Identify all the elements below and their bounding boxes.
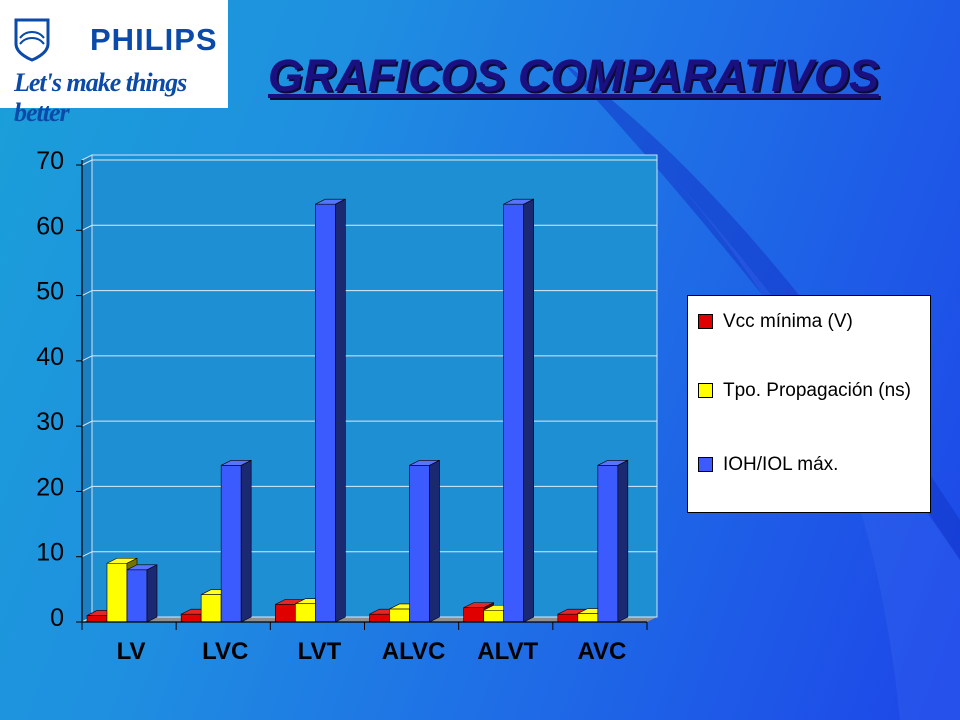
bar-alvt-series-2 bbox=[503, 198, 534, 623]
philips-logo: PHILIPS Let's make things better bbox=[0, 0, 228, 127]
bar-front bbox=[315, 203, 336, 623]
y-tick-label: 10 bbox=[36, 539, 64, 567]
bar-front bbox=[503, 203, 524, 623]
legend-swatch-ioh bbox=[698, 457, 713, 472]
bar-front bbox=[295, 603, 316, 623]
x-tick-label-lvt: LVT bbox=[298, 638, 342, 665]
bar-front bbox=[409, 465, 430, 623]
bar-front bbox=[597, 465, 619, 623]
gridlines bbox=[81, 159, 657, 623]
gridline bbox=[81, 420, 657, 427]
philips-wordmark: PHILIPS bbox=[90, 22, 218, 57]
bar-top bbox=[106, 557, 138, 564]
legend-item-vcc: Vcc mínima (V) bbox=[698, 310, 935, 333]
x-tick-label-lvc: LVC bbox=[202, 638, 248, 665]
bar-front bbox=[220, 465, 242, 623]
legend: Vcc mínima (V) Tpo. Propagación (ns) IOH… bbox=[687, 295, 931, 513]
legend-label-ioh: IOH/IOL máx. bbox=[723, 454, 839, 475]
bar-side bbox=[617, 459, 629, 623]
bar-lv-series-2 bbox=[126, 564, 158, 623]
bar-lvt-series-2 bbox=[315, 198, 346, 623]
legend-label-tpo: Tpo. Propagación (ns) bbox=[723, 380, 911, 401]
gridline bbox=[81, 551, 657, 558]
bar-avc-series-2 bbox=[597, 459, 629, 623]
bar-side bbox=[429, 459, 440, 623]
bar-front bbox=[200, 594, 222, 623]
bar-top bbox=[503, 198, 534, 205]
bar-front bbox=[275, 604, 296, 623]
legend-swatch-vcc bbox=[698, 314, 713, 329]
x-tick-label-avc: AVC bbox=[577, 638, 626, 665]
bar-side bbox=[240, 459, 252, 623]
bar-front bbox=[557, 613, 579, 623]
bar-side bbox=[335, 198, 346, 623]
plot-wall bbox=[91, 154, 658, 618]
bars bbox=[86, 198, 629, 623]
gridline bbox=[81, 290, 657, 297]
philips-tagline: Let's make things better bbox=[14, 68, 187, 127]
bar-top bbox=[221, 460, 252, 466]
bar-front bbox=[369, 613, 390, 623]
gridline bbox=[81, 159, 657, 166]
y-tick-label: 0 bbox=[50, 604, 64, 632]
bar-alvc-series-2 bbox=[409, 459, 440, 623]
x-tick-label-lv: LV bbox=[117, 638, 146, 665]
legend-item-tpo: Tpo. Propagación (ns) bbox=[698, 379, 935, 402]
legend-label-vcc: Vcc mínima (V) bbox=[723, 311, 853, 332]
bar-front bbox=[577, 613, 599, 623]
bar-side bbox=[523, 198, 534, 623]
philips-shield-icon bbox=[14, 18, 50, 62]
x-tick-label-alvt: ALVT bbox=[477, 638, 538, 665]
bar-top bbox=[463, 602, 494, 608]
bar-front bbox=[106, 562, 128, 623]
y-tick-label: 70 bbox=[36, 147, 64, 175]
bar-front bbox=[463, 607, 484, 623]
bar-front bbox=[180, 613, 202, 623]
bar-front bbox=[86, 615, 108, 623]
bar-front bbox=[389, 608, 410, 623]
bar-side bbox=[146, 564, 158, 623]
page-title: GRAFICOS COMPARATIVOS bbox=[268, 50, 879, 101]
legend-swatch-tpo bbox=[698, 383, 713, 398]
bar-front bbox=[126, 569, 148, 623]
bar-top bbox=[597, 460, 628, 466]
gridline bbox=[81, 485, 657, 492]
bar-lvc-series-2 bbox=[220, 459, 252, 623]
axes: 0 10 20 30 40 50 60 70 LV LVC LVT ALVC ALVT AVC bbox=[36, 147, 648, 665]
gridline bbox=[81, 355, 657, 362]
bar-front bbox=[483, 609, 504, 623]
bar-top bbox=[409, 460, 440, 466]
x-tick-label-alvc: ALVC bbox=[382, 638, 446, 665]
bar-top bbox=[126, 564, 158, 571]
y-tick-label: 30 bbox=[36, 408, 64, 436]
y-tick-label: 60 bbox=[36, 212, 64, 240]
y-tick-label: 20 bbox=[36, 473, 64, 501]
y-tick-label: 40 bbox=[36, 343, 64, 371]
bar-top bbox=[315, 198, 346, 205]
gridline bbox=[81, 224, 657, 231]
y-tick-label: 50 bbox=[36, 278, 64, 306]
legend-item-ioh: IOH/IOL máx. bbox=[698, 453, 935, 476]
